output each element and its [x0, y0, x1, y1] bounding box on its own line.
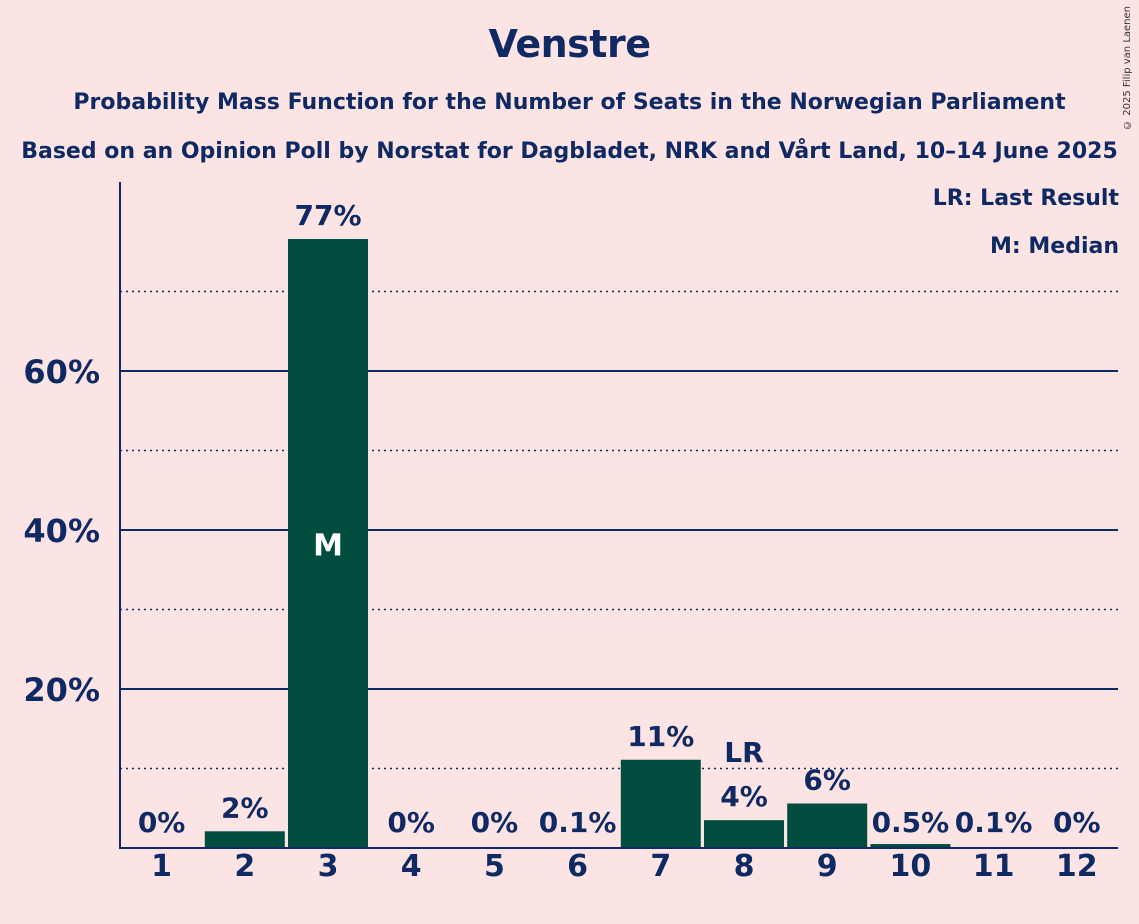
- x-tick-label-8: 8: [734, 849, 755, 884]
- value-label-12: 0%: [1053, 806, 1101, 839]
- x-tick-label-1: 1: [151, 849, 172, 884]
- y-tick-label: 40%: [23, 512, 100, 550]
- value-label-1: 0%: [138, 806, 186, 839]
- x-tick-label-6: 6: [567, 849, 588, 884]
- x-tick-label-9: 9: [817, 849, 838, 884]
- y-tick-label: 60%: [23, 353, 100, 391]
- x-tick-label-2: 2: [234, 849, 255, 884]
- x-tick-label-10: 10: [890, 849, 932, 884]
- legend-median: M: Median: [990, 234, 1119, 259]
- x-tick-label-7: 7: [650, 849, 671, 884]
- legend-last-result: LR: Last Result: [932, 186, 1119, 211]
- chart-title: Venstre: [488, 22, 651, 66]
- y-tick-label: 20%: [23, 671, 100, 709]
- value-label-7: 11%: [627, 720, 694, 753]
- bar-2: [204, 831, 285, 848]
- bar-7: [620, 759, 701, 848]
- bar-3: [288, 239, 368, 848]
- bar-9: [787, 803, 868, 848]
- bar-8: [704, 820, 784, 848]
- value-label-5: 0%: [471, 806, 519, 839]
- last-result-marker: LR: [724, 736, 763, 769]
- x-tick-label-5: 5: [484, 849, 505, 884]
- value-label-6: 0.1%: [539, 806, 617, 839]
- value-label-10: 0.5%: [872, 806, 950, 839]
- x-tick-label-3: 3: [318, 849, 339, 884]
- bar-10: [870, 844, 951, 848]
- value-label-8: 4%: [720, 780, 768, 813]
- value-label-2: 2%: [221, 791, 269, 824]
- value-label-9: 6%: [803, 763, 851, 796]
- x-tick-label-11: 11: [973, 849, 1015, 884]
- value-label-11: 0.1%: [955, 806, 1033, 839]
- median-marker: M: [313, 529, 343, 564]
- value-label-4: 0%: [387, 806, 435, 839]
- x-tick-label-4: 4: [401, 849, 422, 884]
- chart-subtitle-2: Based on an Opinion Poll by Norstat for …: [21, 139, 1118, 164]
- value-label-3: 77%: [294, 199, 361, 232]
- x-tick-label-12: 12: [1056, 849, 1098, 884]
- chart-subtitle-1: Probability Mass Function for the Number…: [73, 90, 1066, 115]
